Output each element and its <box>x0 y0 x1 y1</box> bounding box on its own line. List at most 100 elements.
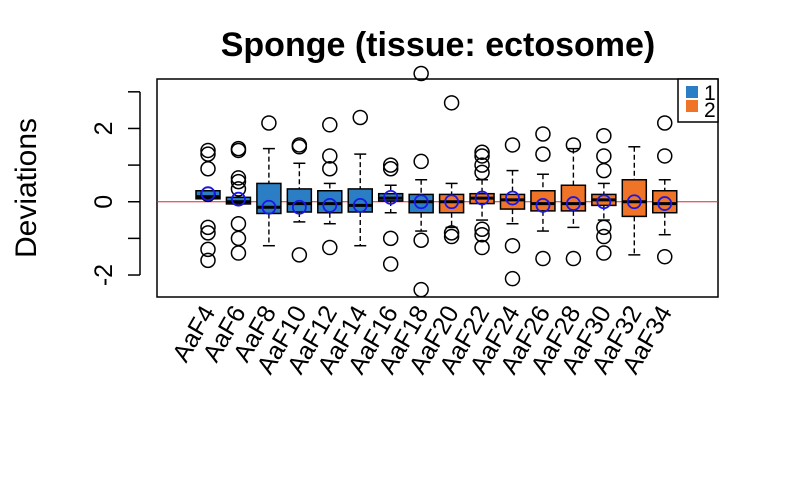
outlier-point <box>443 95 460 111</box>
mean-marker <box>413 194 429 210</box>
outlier-point <box>291 139 308 155</box>
outlier-point <box>474 226 490 243</box>
mean-marker <box>383 189 399 205</box>
mean-marker <box>322 198 338 213</box>
outlier-point <box>565 250 582 267</box>
outlier-point <box>596 148 612 164</box>
mean-marker <box>535 198 551 213</box>
box-AaF10 <box>286 137 313 263</box>
legend-label-1: 1 <box>704 82 716 105</box>
outlier-point <box>382 161 399 177</box>
outlier-point <box>657 148 673 164</box>
outlier-point <box>230 245 247 261</box>
plot-frame <box>156 78 719 298</box>
outlier-point <box>291 247 308 263</box>
outlier-point <box>504 137 521 153</box>
y-tick-label: 0 <box>90 195 118 209</box>
outlier-point <box>657 115 673 131</box>
outlier-point <box>261 115 277 131</box>
box-body <box>530 189 556 212</box>
outlier-point <box>596 162 612 179</box>
box-AaF4 <box>195 142 221 269</box>
outlier-point <box>322 161 338 177</box>
outlier-point <box>200 142 216 159</box>
box-AaF16 <box>377 157 404 272</box>
outlier-point <box>230 142 247 159</box>
box-body <box>438 193 465 214</box>
legend-swatch-2 <box>686 100 698 112</box>
mean-marker <box>291 199 307 215</box>
box-body <box>499 193 526 210</box>
y-axis-label: Deviations <box>10 118 43 258</box>
outlier-point <box>230 173 247 190</box>
legend-swatch-1 <box>686 86 698 98</box>
outlier-point <box>565 137 582 153</box>
outlier-point <box>657 248 673 265</box>
outlier-point <box>535 250 551 267</box>
outlier-point <box>474 148 490 164</box>
mean-marker <box>505 190 520 206</box>
mean-marker <box>566 196 581 211</box>
mean-marker <box>200 186 216 202</box>
box-AaF8 <box>256 115 282 247</box>
box-AaF32 <box>621 146 648 256</box>
y-tick-label: 2 <box>90 122 118 136</box>
outlier-point <box>200 225 216 241</box>
outlier-point <box>413 153 429 170</box>
outlier-point <box>382 230 399 247</box>
y-axis: -2 0 2 <box>90 91 141 286</box>
outlier-point <box>504 237 521 254</box>
box-AaF14 <box>347 109 373 247</box>
x-axis-tick-labels: AaF4AaF6AaF8AaF10AaF12AaF14AaF16AaF18AaF… <box>167 301 678 379</box>
outlier-point <box>322 117 338 133</box>
outlier-point <box>230 181 247 197</box>
outlier-point <box>443 228 460 245</box>
outlier-point <box>474 239 490 256</box>
outlier-point <box>230 230 247 247</box>
outlier-point <box>230 215 247 232</box>
outlier-point <box>382 157 399 173</box>
outlier-point <box>474 164 490 181</box>
outlier-point <box>474 144 490 161</box>
box-AaF12 <box>317 117 343 256</box>
outlier-point <box>535 126 551 142</box>
box-AaF22 <box>469 144 495 256</box>
box-AaF26 <box>530 126 556 267</box>
outlier-point <box>352 109 368 126</box>
chart-title: Sponge (tissue: ectosome) <box>221 26 656 64</box>
mean-marker <box>626 194 642 210</box>
mean-marker <box>444 194 460 210</box>
box-AaF24 <box>499 137 526 287</box>
outlier-point <box>322 148 338 164</box>
mean-marker <box>352 198 368 213</box>
outlier-point <box>443 225 460 241</box>
outlier-point <box>596 228 612 245</box>
mean-marker <box>231 191 246 207</box>
outlier-point <box>596 128 612 144</box>
y-tick-label: -2 <box>90 264 118 286</box>
box-body <box>195 189 221 200</box>
box-AaF28 <box>560 137 587 267</box>
mean-marker <box>596 194 612 210</box>
box-body <box>317 189 343 214</box>
box-body <box>621 179 648 218</box>
outlier-point <box>200 161 216 177</box>
box-AaF20 <box>438 95 465 245</box>
legend-label-2: 2 <box>704 99 716 122</box>
mean-marker <box>474 190 490 206</box>
legend: 1 2 <box>677 78 719 123</box>
outlier-point <box>200 146 216 162</box>
box-body <box>408 193 434 214</box>
outlier-point <box>200 252 216 269</box>
boxes-layer <box>195 65 678 298</box>
box-AaF18 <box>408 65 434 298</box>
outlier-point <box>322 239 338 256</box>
box-AaF6 <box>225 140 252 261</box>
box-body <box>560 184 587 212</box>
outlier-point <box>230 170 247 186</box>
box-AaF34 <box>652 115 678 265</box>
outlier-point <box>382 256 399 272</box>
outlier-point <box>200 241 216 258</box>
box-body <box>347 188 373 213</box>
